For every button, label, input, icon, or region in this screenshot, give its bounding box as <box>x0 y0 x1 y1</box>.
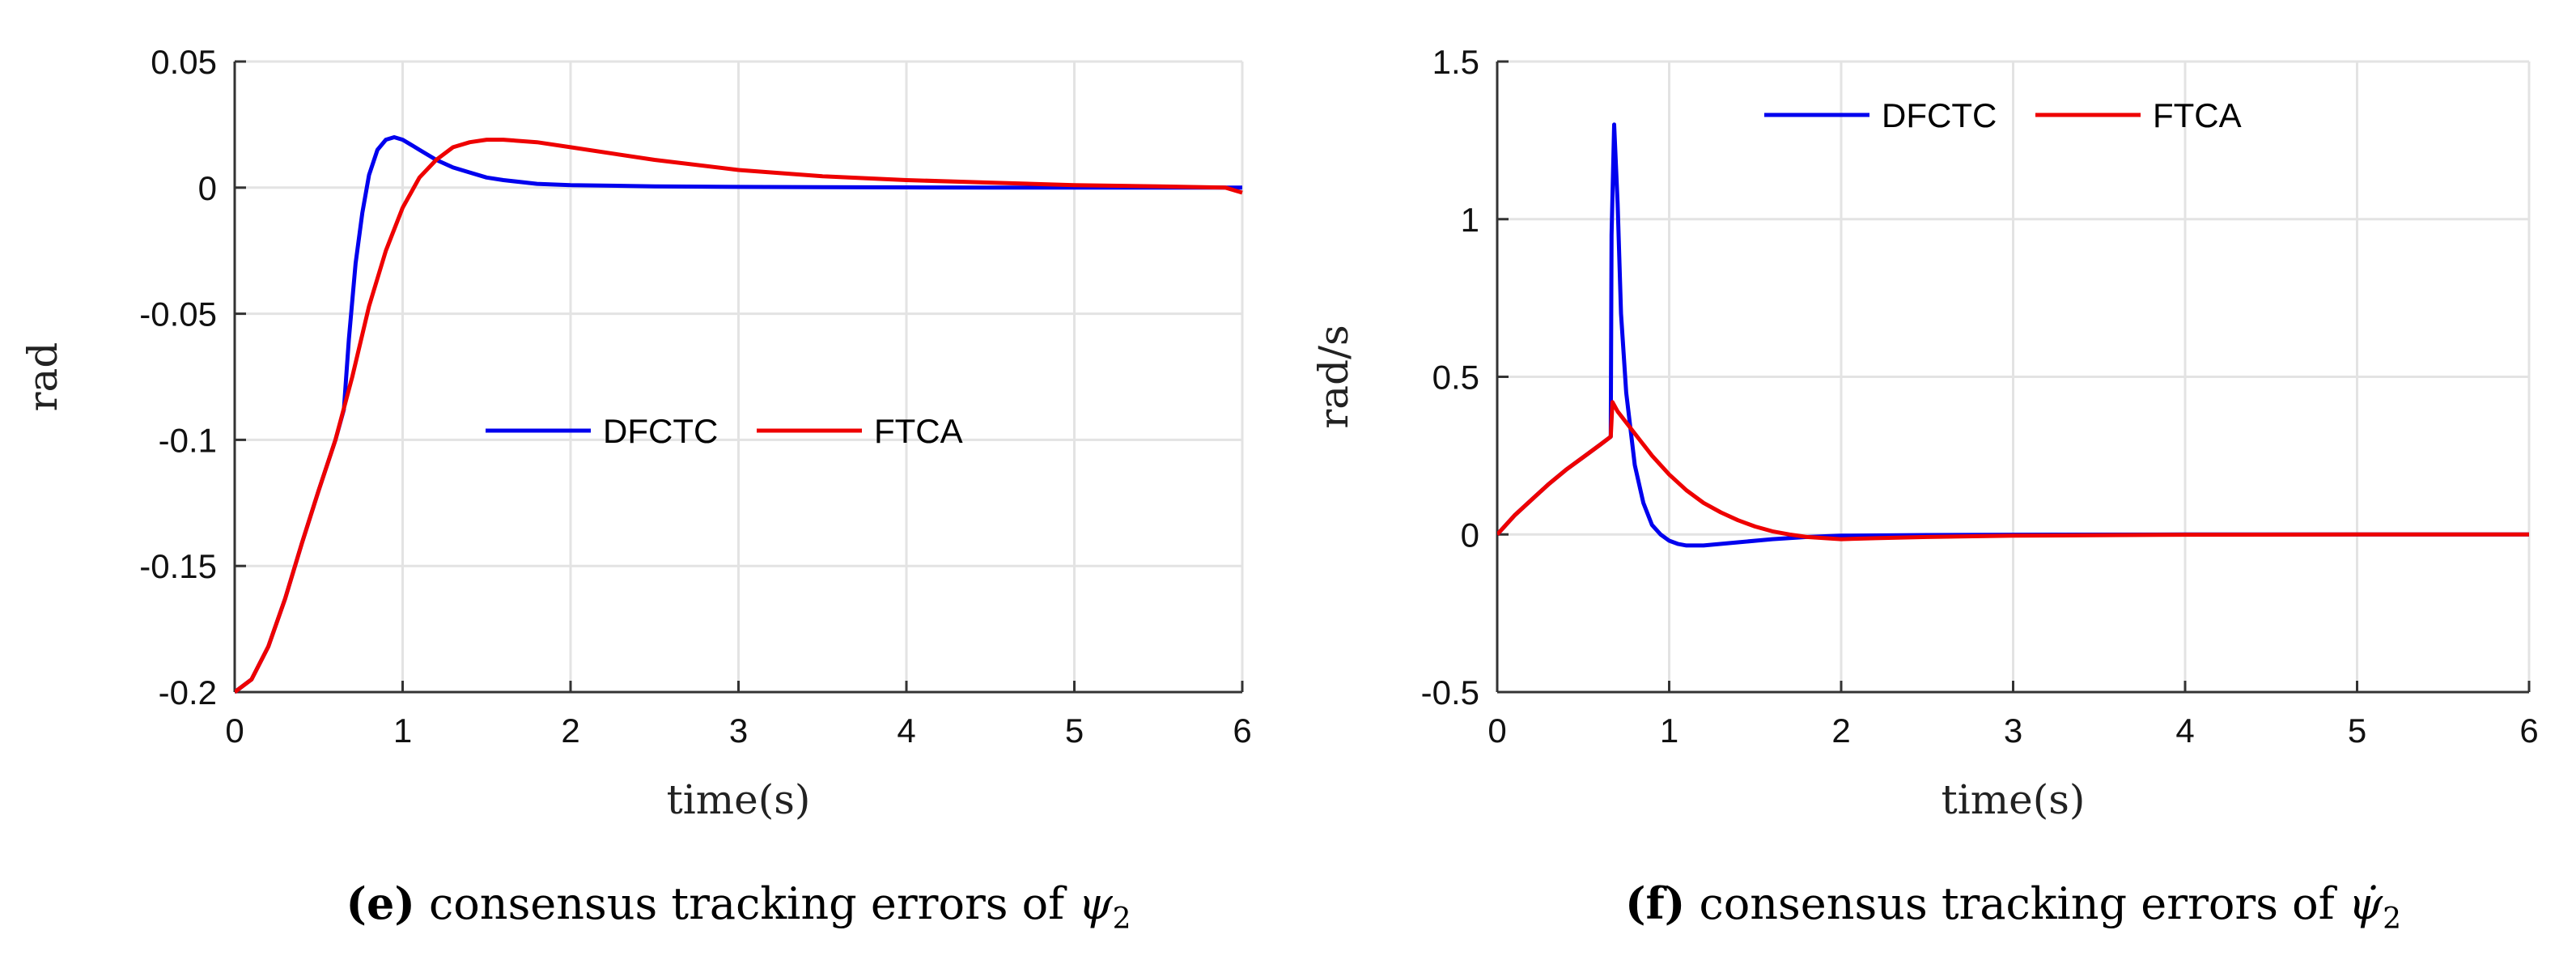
y-axis-label: rad <box>19 342 66 412</box>
x-tick-label: 3 <box>729 712 748 750</box>
series-line-ftca <box>1497 400 2529 542</box>
y-tick-label: 0.5 <box>1432 359 1479 397</box>
chart-panel-e: 0 1 2 3 4 5 6 -0.2 -0.15 -0.1 -0.05 0 0.05 DFCTC FTCA r… <box>19 43 1252 936</box>
x-tick-label: 1 <box>393 712 412 750</box>
caption-subscript: 2 <box>2383 903 2401 936</box>
legend-label-ftca: FTCA <box>874 412 963 450</box>
caption-panel-letter: (f) <box>1625 877 1685 929</box>
caption-text: consensus tracking errors of <box>415 878 1078 929</box>
x-tick-label: 4 <box>897 712 915 750</box>
caption-symbol: ψ <box>1078 878 1113 929</box>
legend: DFCTC FTCA <box>1764 96 2242 134</box>
x-tick-label: 5 <box>1065 712 1084 750</box>
caption-text: consensus tracking errors of <box>1685 878 2348 929</box>
y-tick-label: 0.05 <box>151 43 217 81</box>
x-tick-label: 2 <box>561 712 579 750</box>
panel-caption: (e) consensus tracking errors of ψ2 <box>346 877 1131 936</box>
x-tick-label: 0 <box>225 712 244 750</box>
caption-symbol: ψ̇ <box>2349 878 2383 929</box>
y-tick-label: -0.05 <box>139 295 217 333</box>
y-tick-label: 1.5 <box>1432 43 1479 81</box>
y-tick-label: -0.1 <box>159 421 217 459</box>
y-tick-label: 0 <box>198 169 217 207</box>
x-axis-label: time(s) <box>1942 776 2086 823</box>
x-tick-label: 1 <box>1660 712 1678 750</box>
x-tick-label: 3 <box>2004 712 2022 750</box>
legend-label-dfctc: DFCTC <box>1882 96 1997 134</box>
y-tick-label: -0.2 <box>159 673 217 712</box>
series-line-ftca <box>235 138 1243 695</box>
x-tick-label: 0 <box>1487 712 1506 750</box>
caption-subscript: 2 <box>1113 903 1131 936</box>
y-axis-label: rad/s <box>1310 325 1357 428</box>
panel-caption: (f) consensus tracking errors of ψ̇2 <box>1625 877 2401 936</box>
x-tick-label: 6 <box>1233 712 1251 750</box>
y-tick-label: -0.15 <box>139 547 217 585</box>
caption-panel-letter: (e) <box>346 877 414 929</box>
y-tick-label: -0.5 <box>1421 673 1479 712</box>
y-tick-label: 0 <box>1461 516 1479 554</box>
y-tick-label: 1 <box>1461 201 1479 239</box>
x-tick-label: 6 <box>2519 712 2538 750</box>
x-tick-label: 5 <box>2348 712 2366 750</box>
legend: DFCTC FTCA <box>486 412 963 450</box>
legend-label-ftca: FTCA <box>2153 96 2242 134</box>
x-tick-label: 4 <box>2175 712 2194 750</box>
legend-label-dfctc: DFCTC <box>603 412 718 450</box>
x-tick-label: 2 <box>1831 712 1850 750</box>
x-axis-label: time(s) <box>667 776 811 823</box>
